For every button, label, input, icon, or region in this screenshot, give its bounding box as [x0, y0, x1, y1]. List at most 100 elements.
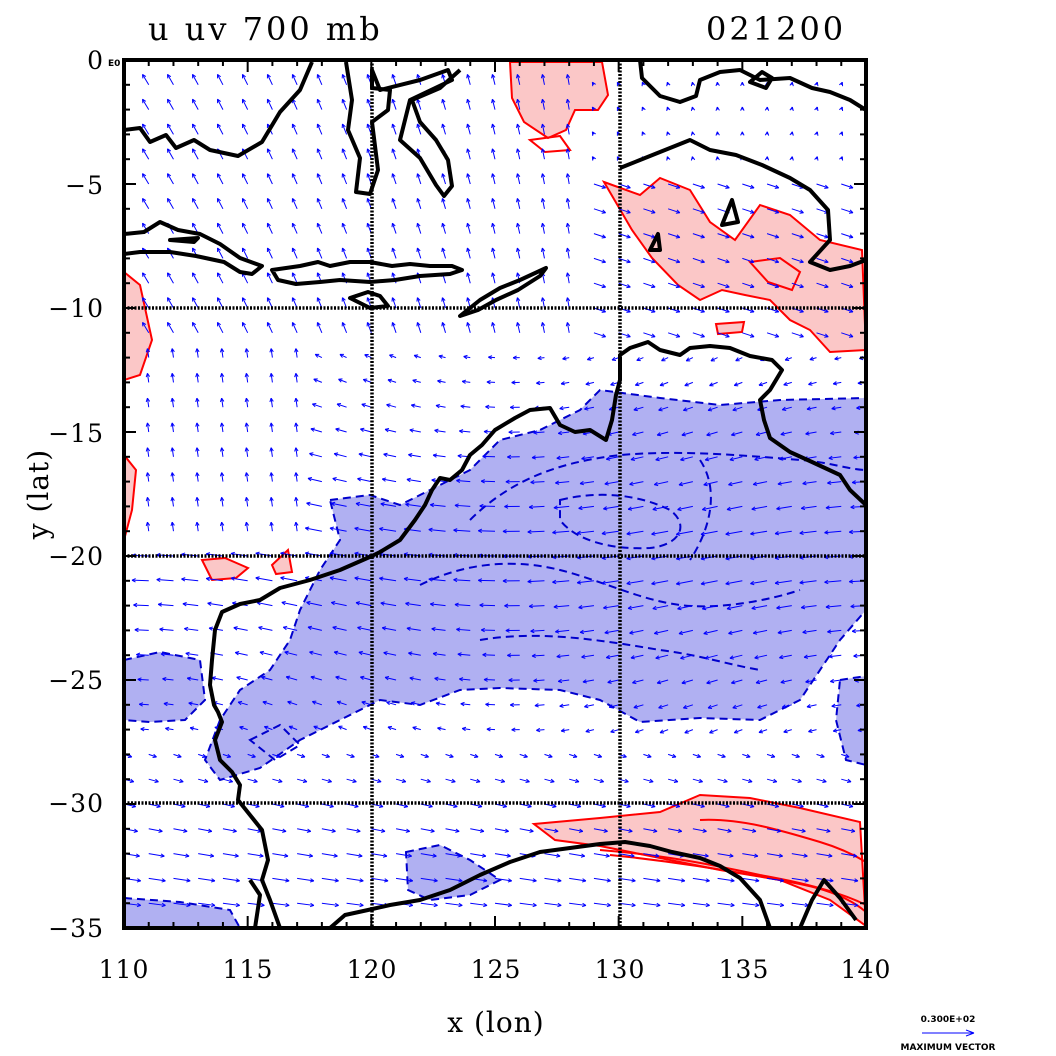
wind-vector	[565, 74, 571, 85]
negative-region-east-edge	[834, 674, 866, 767]
wind-vector	[626, 580, 644, 586]
wind-vector	[173, 902, 191, 908]
wind-vector	[491, 247, 496, 259]
wind-vector	[141, 148, 150, 160]
wind-vector	[841, 877, 859, 883]
wind-vector	[391, 123, 397, 135]
wind-vector	[346, 853, 363, 858]
wind-vector	[195, 348, 200, 358]
wind-vector	[284, 650, 298, 656]
wind-vector	[191, 272, 199, 284]
wind-vector	[148, 877, 166, 883]
wind-vector	[244, 472, 250, 482]
wind-vector	[241, 222, 249, 234]
wind-vector	[437, 379, 446, 384]
wind-vector	[389, 354, 397, 359]
wind-vector	[742, 753, 751, 759]
wind-vector	[259, 650, 273, 656]
wind-vector	[316, 173, 323, 185]
wind-vector	[569, 877, 587, 883]
wind-vector	[173, 853, 190, 858]
wind-vector	[832, 728, 842, 733]
wind-vector	[329, 526, 347, 532]
wind-vector	[432, 651, 446, 657]
wind-vector	[509, 702, 520, 708]
wind-vector	[766, 828, 782, 833]
wind-vector	[321, 828, 336, 833]
negative-region-south-1	[404, 843, 502, 902]
wind-vector	[757, 704, 768, 709]
wind-vector	[297, 853, 314, 858]
wind-vector	[667, 257, 681, 264]
coastline-small-island-1	[348, 290, 390, 310]
wind-vector	[145, 397, 151, 408]
wind-vector	[703, 629, 718, 636]
wind-vector	[321, 853, 338, 858]
wind-vector	[311, 402, 323, 408]
wind-vector	[633, 406, 644, 412]
wind-vector	[478, 578, 496, 583]
wind-vector	[291, 148, 298, 160]
wind-vector	[814, 81, 819, 87]
wind-vector	[395, 877, 414, 883]
wind-vector	[742, 332, 755, 338]
wind-vector	[652, 605, 669, 611]
wind-vector	[565, 198, 571, 209]
wind-vector	[166, 148, 174, 160]
wind-vector	[341, 198, 348, 209]
wind-vector	[466, 222, 471, 234]
wind-vector	[591, 106, 596, 112]
wind-vector	[330, 501, 347, 507]
wind-vector	[544, 828, 559, 833]
wind-vector	[294, 521, 299, 532]
wind-vector	[416, 98, 422, 110]
wind-vector	[256, 601, 273, 607]
wind-vector	[742, 282, 755, 289]
wind-vector	[593, 877, 611, 883]
wind-vector	[681, 679, 694, 685]
wind-vector	[684, 381, 694, 387]
wind-vector	[643, 877, 661, 883]
wind-vector	[754, 654, 768, 660]
wind-vector	[297, 877, 315, 883]
wind-vector	[420, 753, 429, 759]
wind-vector	[413, 354, 421, 359]
wind-vector	[515, 198, 521, 209]
wind-vector	[291, 198, 298, 210]
wind-vector	[241, 74, 249, 86]
wind-vector	[241, 247, 249, 259]
wind-vector	[692, 332, 705, 338]
wind-vector	[830, 678, 842, 684]
wind-vector	[565, 98, 571, 110]
wind-vector	[553, 505, 570, 510]
wind-vector	[519, 877, 537, 883]
wind-vector	[219, 397, 225, 408]
wind-vector	[288, 725, 298, 731]
wind-vector	[216, 173, 224, 185]
wind-vector	[434, 428, 446, 434]
wind-vector	[715, 131, 720, 136]
wind-vector	[441, 198, 447, 209]
wind-vector	[643, 853, 660, 858]
wind-vector	[816, 778, 827, 784]
wind-vector	[188, 701, 199, 706]
wind-vector	[668, 778, 679, 784]
wind-vector	[491, 322, 496, 333]
wind-vector	[534, 703, 545, 708]
wind-vector	[391, 98, 397, 110]
wind-vector	[107, 554, 124, 557]
wind-vector	[379, 576, 397, 582]
wind-vector	[656, 431, 669, 437]
wind-vector	[219, 497, 225, 507]
wind-vector	[717, 902, 735, 908]
wind-vector	[480, 627, 496, 633]
x-axis-label: x (lon)	[447, 1006, 544, 1039]
wind-vector	[198, 853, 215, 858]
wind-vector	[313, 725, 323, 731]
wind-vector	[294, 497, 299, 507]
wind-vector	[237, 700, 248, 706]
wind-vector	[586, 356, 595, 361]
wind-vector	[593, 803, 606, 809]
wind-vector	[306, 501, 322, 507]
wind-vector	[764, 106, 770, 111]
